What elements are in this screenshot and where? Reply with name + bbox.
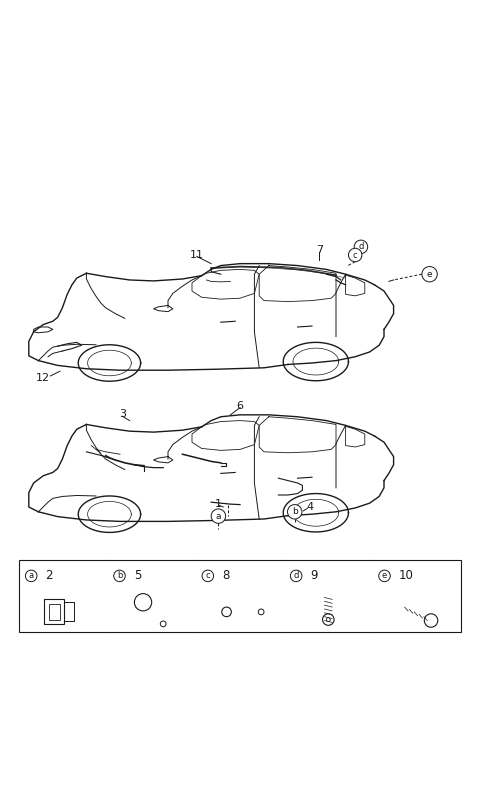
Text: 12: 12 — [36, 373, 50, 383]
Bar — [19, 560, 461, 632]
Text: 1: 1 — [215, 499, 222, 508]
Bar — [44, 599, 64, 624]
Circle shape — [379, 570, 390, 582]
Text: b: b — [117, 571, 122, 580]
Text: a: a — [216, 512, 221, 520]
Text: 6: 6 — [237, 401, 243, 411]
Circle shape — [114, 570, 125, 582]
Bar — [49, 604, 60, 619]
Circle shape — [202, 570, 214, 582]
Text: 3: 3 — [119, 409, 126, 420]
Bar — [64, 602, 74, 622]
Text: b: b — [292, 508, 298, 516]
Text: e: e — [382, 571, 387, 580]
Text: 5: 5 — [134, 570, 141, 583]
Text: e: e — [427, 270, 432, 279]
Text: 2: 2 — [46, 570, 53, 583]
Text: c: c — [353, 251, 358, 259]
Text: d: d — [293, 571, 299, 580]
Circle shape — [288, 504, 302, 519]
Circle shape — [211, 509, 226, 523]
Text: 7: 7 — [316, 245, 323, 255]
Text: 9: 9 — [311, 570, 318, 583]
Circle shape — [290, 570, 302, 582]
Circle shape — [354, 240, 368, 254]
Circle shape — [25, 570, 37, 582]
Text: 4: 4 — [306, 502, 313, 512]
Text: 10: 10 — [399, 570, 414, 583]
Text: 11: 11 — [190, 250, 204, 260]
Text: c: c — [205, 571, 210, 580]
Text: d: d — [358, 243, 364, 251]
Text: 8: 8 — [222, 570, 229, 583]
Text: a: a — [29, 571, 34, 580]
Circle shape — [348, 248, 362, 262]
Circle shape — [422, 267, 437, 282]
